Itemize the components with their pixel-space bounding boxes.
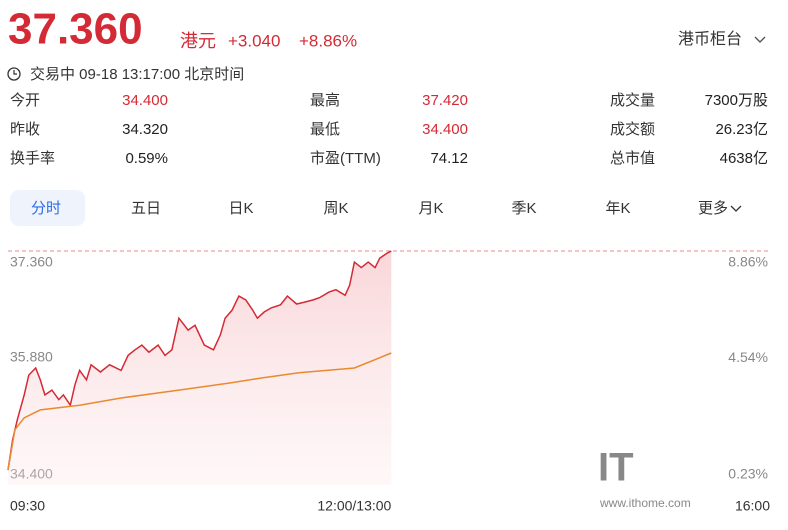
y2-tick-label: 0.23% — [728, 466, 768, 482]
tab[interactable]: 月K — [418, 200, 443, 217]
stat-value: 7300万股 — [705, 92, 768, 109]
currency: 港元 — [180, 31, 216, 51]
stat-label: 成交额 — [610, 120, 655, 138]
watermark-url: www.ithome.com — [599, 496, 691, 510]
active-tab-bg — [10, 190, 85, 226]
tab[interactable]: 更多 — [698, 200, 728, 217]
stat-label: 换手率 — [10, 150, 55, 167]
clock-icon — [7, 67, 21, 81]
stat-label: 最低 — [310, 121, 340, 138]
stat-value: 34.400 — [422, 121, 468, 138]
stat-label: 总市值 — [610, 150, 655, 167]
stat-label: 昨收 — [10, 121, 40, 138]
stat-label: 今开 — [10, 92, 40, 109]
chevron — [754, 36, 766, 43]
x-tick-label: 09:30 — [10, 498, 45, 514]
stat-label: 最高 — [310, 92, 340, 109]
stat-value: 37.420 — [422, 92, 468, 109]
more-chevron — [730, 205, 742, 212]
y2-tick-label: 4.54% — [728, 349, 768, 365]
stat-value: 34.400 — [122, 92, 168, 109]
tab[interactable]: 分时 — [31, 200, 61, 217]
tab[interactable]: 季K — [511, 200, 536, 217]
price: 37.360 — [8, 5, 143, 54]
y2-tick-label: 8.86% — [728, 254, 768, 270]
stat-label: 成交量 — [610, 91, 655, 109]
x-tick-label: 12:00/13:00 — [317, 498, 391, 514]
price-line — [7, 250, 392, 471]
x-tick-label: 16:00 — [735, 498, 770, 514]
change-pct: +8.86% — [299, 31, 357, 50]
stat-value: 74.12 — [430, 150, 468, 167]
average-line — [7, 352, 392, 471]
clock-hand — [13, 70, 17, 75]
stat-value: 26.23亿 — [715, 121, 768, 138]
change: +3.040 — [228, 31, 280, 50]
stat-label: 市盈(TTM) — [310, 150, 381, 167]
y-tick-label: 35.880 — [10, 349, 53, 365]
tab[interactable]: 五日 — [131, 200, 161, 217]
tab[interactable]: 周K — [323, 200, 348, 217]
stat-value: 34.320 — [122, 121, 168, 138]
stat-value: 0.59% — [125, 150, 168, 167]
watermark-logo: IT — [598, 446, 634, 490]
tab[interactable]: 年K — [605, 200, 630, 217]
y-tick-label: 37.360 — [10, 254, 53, 270]
counter-select[interactable]: 港币柜台 — [678, 30, 742, 48]
price-area — [8, 251, 392, 485]
tab[interactable]: 日K — [228, 200, 253, 217]
stat-value: 4638亿 — [720, 150, 768, 167]
status: 交易中 09-18 13:17:00 北京时间 — [30, 65, 244, 83]
